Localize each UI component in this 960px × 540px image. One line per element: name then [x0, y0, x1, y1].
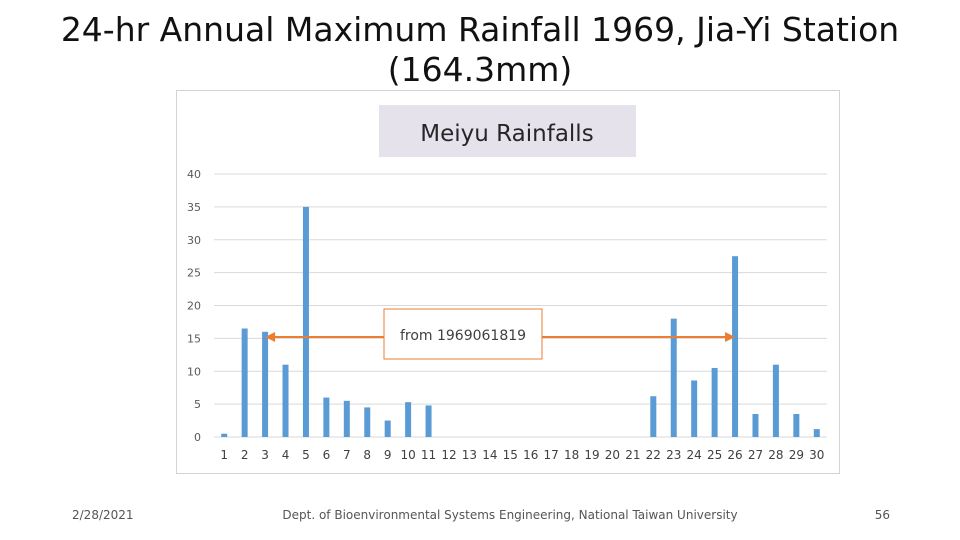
chart-title: Meiyu Rainfalls — [420, 121, 593, 147]
bar-5 — [302, 206, 309, 437]
x-tick-label-8: 8 — [363, 448, 371, 462]
x-tick-label-7: 7 — [343, 448, 351, 462]
y-tick-label-20: 20 — [187, 300, 201, 313]
bar-22 — [650, 396, 657, 437]
y-tick-label-10: 10 — [187, 365, 201, 378]
x-tick-label-29: 29 — [789, 448, 804, 462]
bar-25 — [711, 367, 718, 437]
x-tick-label-28: 28 — [768, 448, 783, 462]
bar-4 — [282, 364, 289, 437]
arrow-head-right — [725, 332, 736, 343]
bar-7 — [343, 400, 350, 437]
bar-10 — [405, 402, 412, 437]
x-tick-label-26: 26 — [727, 448, 742, 462]
chart-title-group: Meiyu Rainfalls — [379, 105, 636, 157]
bar-26 — [732, 256, 739, 437]
bar-8 — [364, 407, 371, 437]
x-tick-label-30: 30 — [809, 448, 824, 462]
x-tick-label-11: 11 — [421, 448, 436, 462]
x-tick-label-17: 17 — [544, 448, 559, 462]
x-tick-label-9: 9 — [384, 448, 392, 462]
slide-title: 24-hr Annual Maximum Rainfall 1969, Jia-… — [60, 10, 900, 89]
x-tick-label-14: 14 — [482, 448, 497, 462]
footer-date: 2/28/2021 — [72, 508, 134, 522]
x-tick-label-6: 6 — [323, 448, 331, 462]
y-tick-label-0: 0 — [194, 431, 201, 444]
y-axis-ticks: 0 5 10 15 20 25 30 35 40 — [187, 168, 201, 444]
chart-frame: 0 5 10 15 20 25 30 35 40 1 2 3 4 5 6 7 8 9 10 11 12 13 14 15 16… — [176, 90, 840, 474]
x-tick-label-3: 3 — [261, 448, 269, 462]
page-number: 56 — [874, 508, 890, 522]
y-tick-label-15: 15 — [187, 332, 201, 345]
bar-11 — [425, 405, 432, 437]
y-tick-label-5: 5 — [194, 398, 201, 411]
x-tick-label-15: 15 — [503, 448, 518, 462]
x-tick-label-16: 16 — [523, 448, 538, 462]
x-tick-label-12: 12 — [441, 448, 456, 462]
x-tick-label-27: 27 — [748, 448, 763, 462]
x-tick-label-22: 22 — [646, 448, 661, 462]
annotation-group: from 1969061819 — [383, 308, 543, 360]
x-tick-label-23: 23 — [666, 448, 681, 462]
bar-29 — [793, 413, 800, 437]
bar-30 — [813, 429, 820, 437]
arrow-head-left — [265, 332, 276, 343]
x-tick-label-24: 24 — [687, 448, 702, 462]
bar-28 — [772, 364, 779, 437]
gridlines — [214, 173, 827, 438]
bar-9 — [384, 420, 391, 437]
x-tick-label-5: 5 — [302, 448, 310, 462]
bar-2 — [241, 328, 248, 437]
chart-title-box — [379, 105, 636, 157]
x-tick-label-1: 1 — [220, 448, 228, 462]
x-tick-label-25: 25 — [707, 448, 722, 462]
x-axis-ticks: 1 2 3 4 5 6 7 8 9 10 11 12 13 14 15 16 17 18 19 20 21 22 23 24 2… — [220, 448, 824, 462]
bar-27 — [752, 413, 759, 437]
x-tick-label-20: 20 — [605, 448, 620, 462]
y-tick-label-35: 35 — [187, 201, 201, 214]
bar-24 — [691, 380, 698, 437]
bar-3 — [262, 331, 269, 437]
y-tick-label-30: 30 — [187, 234, 201, 247]
bar-23 — [670, 318, 677, 437]
y-tick-label-25: 25 — [187, 267, 201, 280]
x-tick-label-18: 18 — [564, 448, 579, 462]
x-tick-label-4: 4 — [282, 448, 290, 462]
x-tick-label-10: 10 — [400, 448, 415, 462]
annotation-box — [383, 308, 543, 360]
x-tick-label-19: 19 — [584, 448, 599, 462]
x-tick-label-2: 2 — [241, 448, 249, 462]
x-tick-label-21: 21 — [625, 448, 640, 462]
bar-1 — [221, 433, 228, 437]
footer-department: Dept. of Bioenvironmental Systems Engine… — [282, 508, 738, 522]
y-tick-label-40: 40 — [187, 168, 201, 181]
bar-6 — [323, 397, 330, 437]
bars — [221, 206, 820, 437]
x-tick-label-13: 13 — [462, 448, 477, 462]
annotation-text: from 1969061819 — [400, 328, 526, 344]
